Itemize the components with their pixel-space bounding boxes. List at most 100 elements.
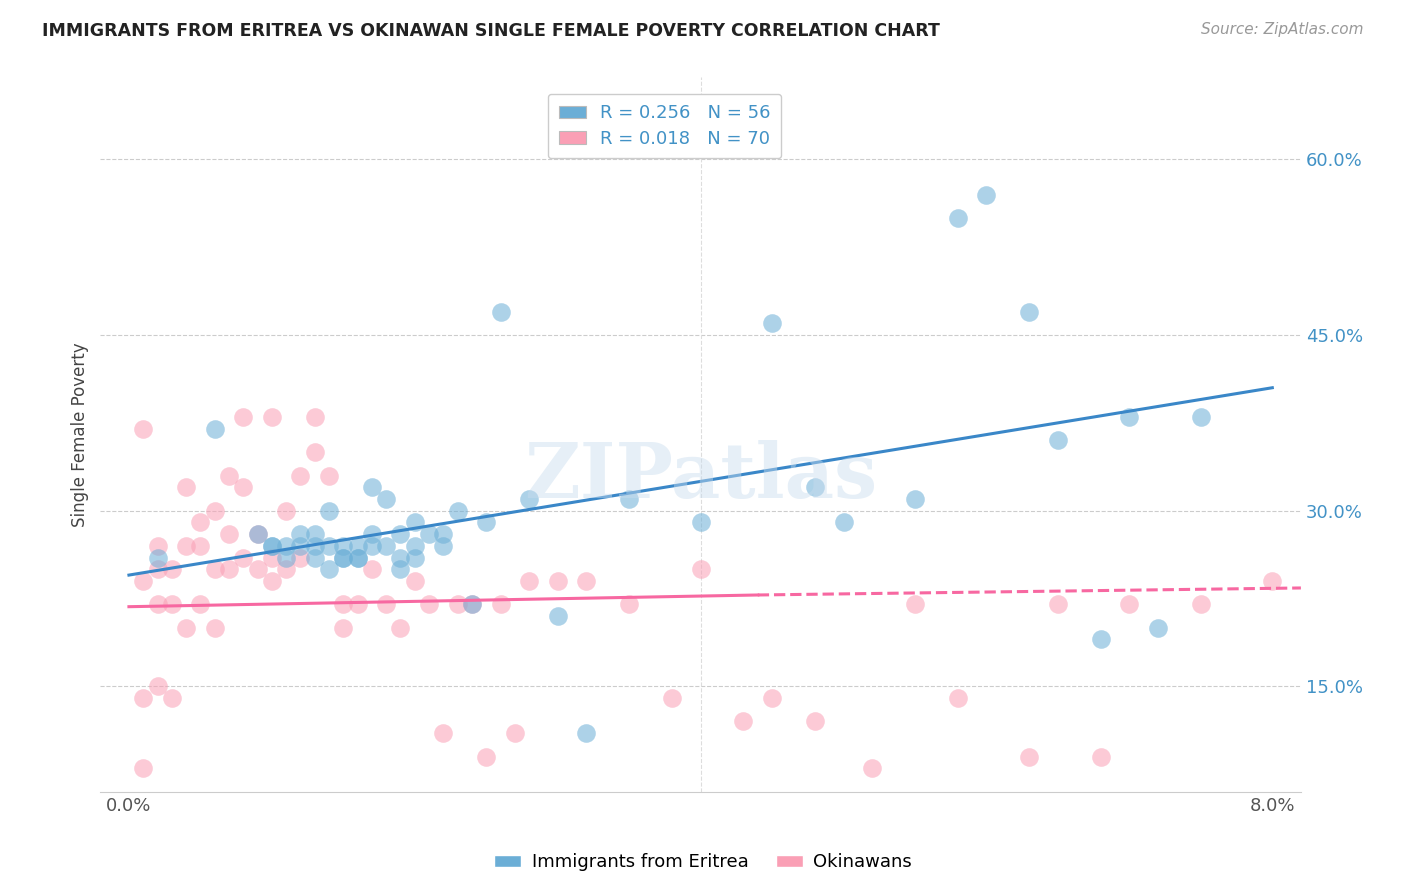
Point — [346, 539, 368, 553]
Point — [375, 491, 398, 506]
Point — [304, 527, 326, 541]
Point — [389, 527, 412, 541]
Legend: Immigrants from Eritrea, Okinawans: Immigrants from Eritrea, Okinawans — [486, 847, 920, 879]
Point — [276, 562, 298, 576]
Point — [946, 211, 969, 225]
Point — [1018, 304, 1040, 318]
Point — [361, 527, 384, 541]
Point — [276, 550, 298, 565]
Point — [346, 598, 368, 612]
Point — [190, 516, 212, 530]
Point — [617, 491, 640, 506]
Point — [232, 550, 254, 565]
Point — [689, 562, 711, 576]
Point — [290, 550, 312, 565]
Point — [432, 539, 454, 553]
Point — [346, 550, 368, 565]
Text: IMMIGRANTS FROM ERITREA VS OKINAWAN SINGLE FEMALE POVERTY CORRELATION CHART: IMMIGRANTS FROM ERITREA VS OKINAWAN SING… — [42, 22, 941, 40]
Point — [246, 527, 269, 541]
Point — [517, 574, 540, 588]
Point — [1189, 409, 1212, 424]
Point — [304, 445, 326, 459]
Point — [832, 516, 855, 530]
Point — [804, 480, 827, 494]
Point — [160, 598, 183, 612]
Point — [547, 609, 569, 624]
Point — [146, 679, 169, 693]
Point — [304, 409, 326, 424]
Point — [661, 691, 683, 706]
Point — [804, 714, 827, 729]
Point — [204, 621, 226, 635]
Point — [174, 621, 197, 635]
Point — [276, 539, 298, 553]
Point — [260, 409, 283, 424]
Point — [304, 539, 326, 553]
Point — [160, 562, 183, 576]
Point — [761, 316, 783, 330]
Point — [318, 539, 340, 553]
Point — [146, 539, 169, 553]
Point — [332, 550, 354, 565]
Point — [146, 562, 169, 576]
Text: ZIPatlas: ZIPatlas — [524, 441, 877, 515]
Point — [260, 539, 283, 553]
Point — [404, 574, 426, 588]
Point — [174, 539, 197, 553]
Point — [475, 516, 498, 530]
Point — [318, 504, 340, 518]
Point — [218, 562, 240, 576]
Point — [432, 527, 454, 541]
Y-axis label: Single Female Poverty: Single Female Poverty — [72, 343, 89, 527]
Point — [461, 598, 484, 612]
Point — [860, 761, 883, 775]
Point — [418, 527, 440, 541]
Point — [260, 550, 283, 565]
Point — [332, 539, 354, 553]
Point — [404, 539, 426, 553]
Point — [1118, 598, 1140, 612]
Point — [132, 422, 155, 436]
Point — [904, 598, 927, 612]
Point — [1090, 749, 1112, 764]
Point — [547, 574, 569, 588]
Point — [461, 598, 484, 612]
Point — [218, 527, 240, 541]
Point — [1090, 632, 1112, 647]
Point — [489, 598, 512, 612]
Point — [1046, 434, 1069, 448]
Point — [318, 562, 340, 576]
Point — [517, 491, 540, 506]
Point — [204, 504, 226, 518]
Text: Source: ZipAtlas.com: Source: ZipAtlas.com — [1201, 22, 1364, 37]
Point — [733, 714, 755, 729]
Point — [375, 598, 398, 612]
Point — [447, 504, 470, 518]
Point — [1147, 621, 1170, 635]
Point — [132, 691, 155, 706]
Point — [489, 304, 512, 318]
Point — [946, 691, 969, 706]
Point — [246, 562, 269, 576]
Point — [404, 550, 426, 565]
Point — [1118, 409, 1140, 424]
Point — [260, 539, 283, 553]
Point — [361, 562, 384, 576]
Point — [332, 621, 354, 635]
Point — [404, 516, 426, 530]
Point — [332, 598, 354, 612]
Point — [146, 598, 169, 612]
Point — [332, 550, 354, 565]
Point — [375, 539, 398, 553]
Point — [146, 550, 169, 565]
Point — [475, 749, 498, 764]
Point — [290, 527, 312, 541]
Point — [304, 550, 326, 565]
Point — [976, 187, 998, 202]
Point — [174, 480, 197, 494]
Point — [204, 562, 226, 576]
Point — [432, 726, 454, 740]
Point — [260, 574, 283, 588]
Point — [204, 422, 226, 436]
Point — [1261, 574, 1284, 588]
